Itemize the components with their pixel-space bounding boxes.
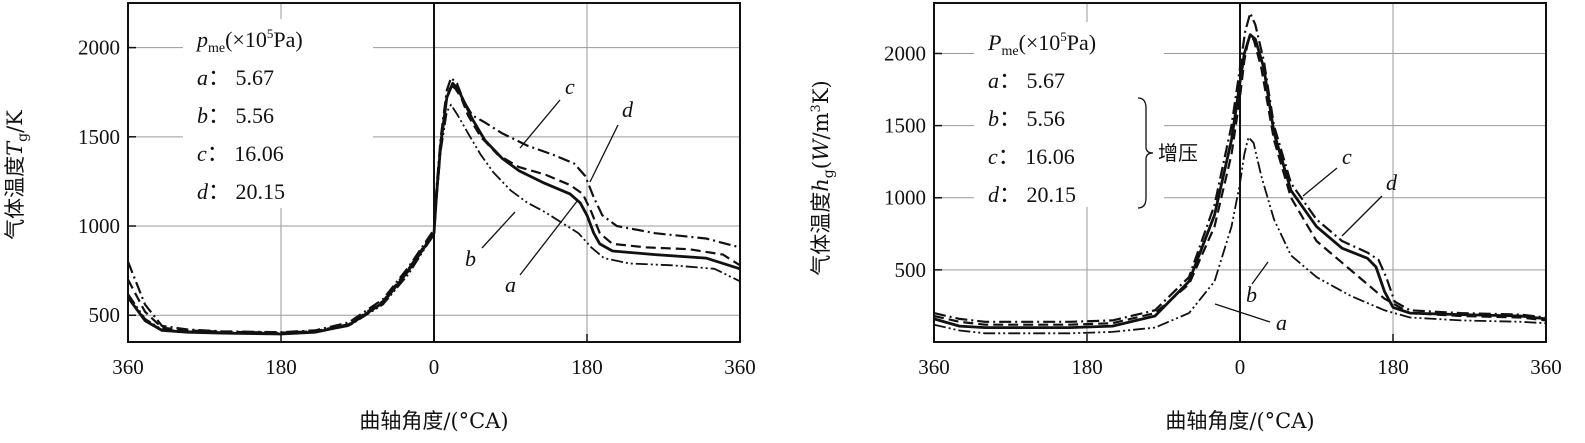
- x-axis-label-right: 曲轴角度/(°CA): [1165, 409, 1314, 433]
- curve-label-a: a: [505, 272, 516, 297]
- curve-label-b: b: [1246, 282, 1257, 307]
- y-tick-label: 2000: [78, 36, 120, 60]
- legend-title: pme(×105Pa): [195, 26, 303, 56]
- legend-entry-a: a： 5.67: [197, 65, 274, 90]
- legend-entry-a: a： 5.67: [988, 68, 1065, 93]
- curve-leader-b: [1251, 261, 1269, 285]
- curve-leader-d: [1341, 195, 1383, 237]
- y-tick-label: 500: [89, 303, 121, 327]
- legend-entry-d: d： 20.15: [197, 179, 285, 204]
- y-tick-label: 2000: [884, 41, 926, 65]
- x-tick-label: 360: [1530, 355, 1562, 379]
- legend-entry-b: b： 5.56: [988, 106, 1065, 131]
- x-axis-label-left: 曲轴角度/(°CA): [359, 409, 508, 433]
- legend-entry-b: b： 5.56: [197, 103, 274, 128]
- x-tick-label: 180: [1377, 355, 1409, 379]
- y-tick-label: 1000: [884, 186, 926, 210]
- legend-bracket-note: 增压: [1158, 141, 1198, 165]
- series-line-a: [933, 38, 1547, 326]
- x-tick-label: 180: [571, 355, 603, 379]
- curve-label-c: c: [565, 74, 575, 99]
- curve-leader-a: [519, 199, 579, 276]
- legend-entry-c: c： 16.06: [988, 144, 1075, 169]
- curve-label-a: a: [1276, 310, 1287, 335]
- y-tick-label: 500: [895, 258, 927, 282]
- curve-label-b: b: [465, 246, 476, 271]
- x-tick-label: 0: [1235, 355, 1246, 379]
- y-axis-label-right: 气体温度hg(W/m3K): [809, 80, 837, 275]
- x-tick-label: 360: [918, 355, 950, 379]
- legend-right: Pme(×105Pa) a： 5.67 b： 5.56 c： 16.06 d： 20.1…: [974, 22, 1198, 209]
- x-tick-label: 0: [429, 355, 440, 379]
- y-axis-label-left: 气体温度Tg/K: [3, 110, 31, 240]
- curve-leader-c: [519, 99, 561, 149]
- curve-label-c: c: [1342, 144, 1352, 169]
- y-tick-label: 1500: [78, 125, 120, 149]
- chart-right: 500 1000 1500 2000 360 180 0 180 360 曲轴角度/(°CA)…: [809, 2, 1562, 433]
- series-line-d: [933, 12, 1547, 323]
- series-line-c: [126, 81, 741, 336]
- curve-label-d: d: [1386, 170, 1398, 195]
- x-tick-label: 360: [724, 355, 756, 379]
- x-tick-label: 360: [112, 355, 144, 379]
- series-line-c: [933, 33, 1547, 329]
- y-tick-label: 1000: [78, 214, 120, 238]
- curve-label-d: d: [622, 97, 634, 122]
- curve-leader-d: [589, 124, 619, 183]
- legend-title: Pme(×105Pa): [987, 29, 1096, 59]
- legend-entry-c: c： 16.06: [197, 141, 284, 166]
- curve-leader-c: [1302, 167, 1338, 197]
- curve-leader-a: [1214, 303, 1271, 323]
- legend-bracket: [1137, 97, 1154, 209]
- curve-leader-b: [481, 211, 516, 249]
- chart-left: 500 1000 1500 2000 360 180 0 180 360 曲轴角度/(°CA)…: [3, 2, 756, 433]
- legend-left: pme(×105Pa) a： 5.67 b： 5.56 c： 16.06 d： 20.1…: [183, 19, 373, 208]
- series-line-d: [126, 76, 741, 334]
- series-line-b: [127, 103, 741, 334]
- legend-entry-d: d： 20.15: [988, 182, 1076, 207]
- y-tick-label: 1500: [884, 114, 926, 138]
- x-tick-label: 180: [265, 355, 297, 379]
- x-tick-label: 180: [1071, 355, 1103, 379]
- series-line-b: [933, 136, 1547, 335]
